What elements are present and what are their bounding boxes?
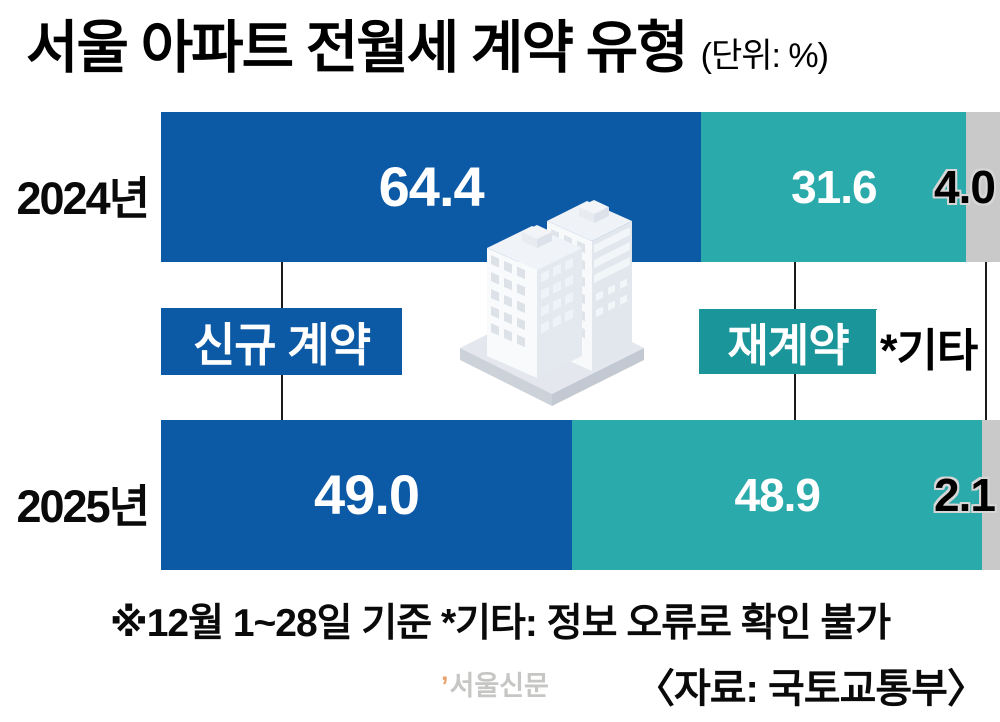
category-label-2025: 2025년 [16,481,150,532]
value-2025-renewal: 48.9 [734,469,821,521]
source-credit: 〈자료: 국토교통부〉 [634,667,987,711]
segment-2024-other: 4.0 [934,112,1000,262]
bar-2024: 64.4 31.6 4.0 [161,112,1000,262]
legend-renewal: 재계약 [699,309,877,374]
legend-other-label: *기타 [880,325,978,376]
legend-new-contract: 신규 계약 [161,308,402,375]
segment-2024-renewal: 31.6 [701,112,967,262]
buildings-illustration-icon [460,200,644,406]
bar-2025: 49.0 48.9 2.1 [161,420,1000,570]
publisher-watermark: ’서울신문 [441,664,549,703]
value-2024-other: 4.0 [934,161,996,213]
chart-title: 서울 아파트 전월세 계약 유형 (단위: %) [26,2,829,84]
segment-2025-new-contract: 49.0 [161,420,573,570]
connector-line-other [985,262,987,420]
value-2024-renewal: 31.6 [791,161,878,213]
publisher-logo-mark: ’ [441,671,449,701]
chart-unit-label: (단위: %) [700,37,829,75]
value-2025-new-contract: 49.0 [314,463,420,526]
footnote: ※12월 1~28일 기준 *기타: 정보 오류로 확인 불가 [109,602,891,645]
legend-new-contract-label: 신규 계약 [192,318,371,371]
publisher-watermark-text: 서울신문 [449,671,549,701]
category-label-2024: 2024년 [16,173,150,224]
value-2025-other: 2.1 [934,469,996,521]
segment-2025-other: 2.1 [934,420,1000,570]
chart-title-text: 서울 아파트 전월세 계약 유형 [26,16,689,80]
legend-other: *기타 [876,310,980,385]
legend-renewal-label: 재계약 [727,320,849,371]
segment-2025-renewal: 48.9 [572,420,983,570]
value-2024-new-contract: 64.4 [378,155,485,218]
